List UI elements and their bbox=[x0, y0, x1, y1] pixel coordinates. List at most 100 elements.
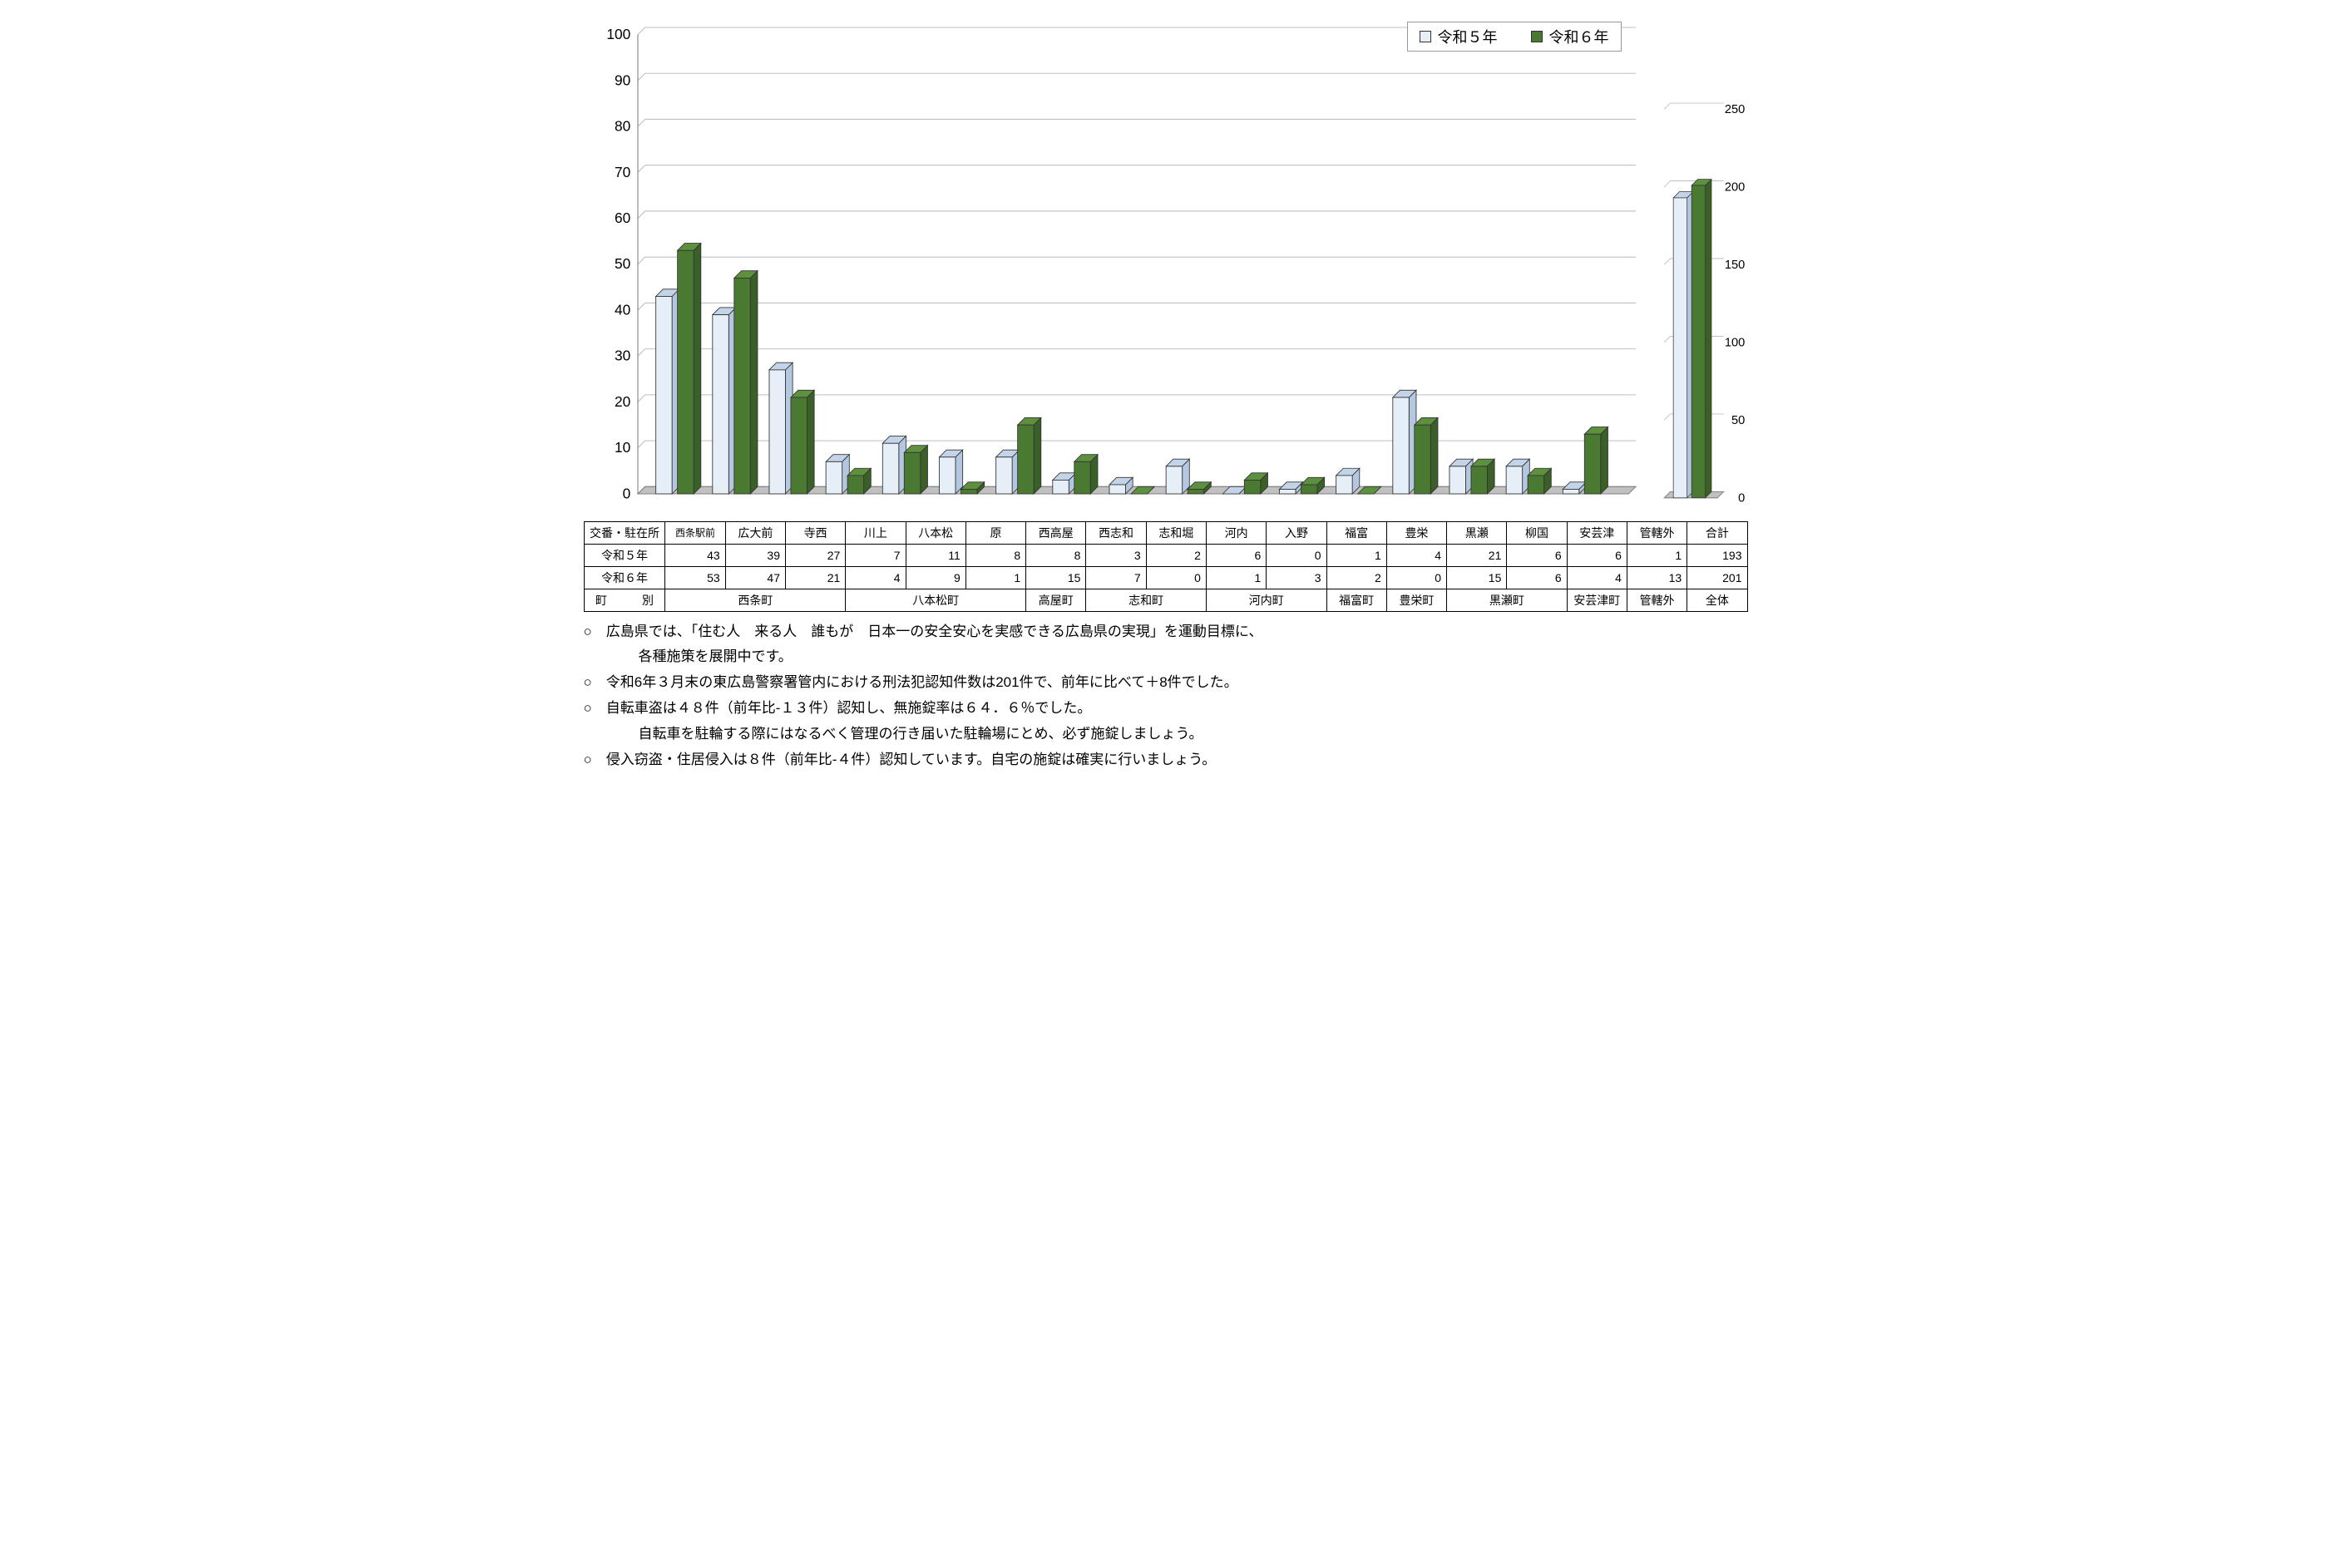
svg-text:250: 250 bbox=[1724, 103, 1744, 116]
table-town-cell: 全体 bbox=[1687, 589, 1747, 611]
table-cell: 6 bbox=[1206, 544, 1266, 566]
table-header-label: 交番・駐在所 bbox=[584, 521, 665, 544]
legend: 令和５年 令和６年 bbox=[1407, 22, 1622, 52]
note-line: 自転車を駐輪する際にはなるべく管理の行き届いた駐輪場にとめ、必ず施錠しましょう。 bbox=[610, 722, 1748, 747]
table-cell: 1 bbox=[1326, 544, 1386, 566]
table-cell: 6 bbox=[1507, 544, 1567, 566]
table-cell: 0 bbox=[1146, 566, 1206, 589]
note-line: ○ 自転車盗は４８件（前年比-１３件）認知し、無施錠率は６４．６％でした。 bbox=[594, 697, 1748, 721]
bar-chart-total: 050100150200250 bbox=[1657, 94, 1748, 520]
svg-text:80: 80 bbox=[615, 118, 630, 135]
table-cell: 39 bbox=[725, 544, 785, 566]
table-cell: 47 bbox=[725, 566, 785, 589]
legend-item-r5: 令和５年 bbox=[1420, 26, 1498, 47]
notes: ○ 広島県では、「住む人 来る人 誰もが 日本一の安全安心を実感できる広島県の実… bbox=[584, 620, 1748, 772]
table-cell: 201 bbox=[1687, 566, 1747, 589]
legend-swatch-r6 bbox=[1531, 31, 1543, 42]
note-line: ○ 広島県では、「住む人 来る人 誰もが 日本一の安全安心を実感できる広島県の実… bbox=[594, 620, 1748, 644]
svg-text:150: 150 bbox=[1724, 259, 1744, 272]
table-col-header: 合計 bbox=[1687, 521, 1747, 544]
table-cell: 15 bbox=[1026, 566, 1086, 589]
note-line: ○ 侵入窃盗・住居侵入は８件（前年比-４件）認知しています。自宅の施錠は確実に行… bbox=[594, 748, 1748, 772]
table-cell: 6 bbox=[1507, 566, 1567, 589]
table-col-header: 安芸津 bbox=[1567, 521, 1627, 544]
svg-text:90: 90 bbox=[615, 71, 630, 88]
table-cell: 21 bbox=[1447, 544, 1507, 566]
legend-label: 令和５年 bbox=[1438, 26, 1498, 47]
table-cell: 21 bbox=[785, 566, 845, 589]
note-line: 各種施策を展開中です。 bbox=[610, 645, 1748, 669]
table-col-header: 寺西 bbox=[785, 521, 845, 544]
table-cell: 2 bbox=[1146, 544, 1206, 566]
table-cell: 4 bbox=[1567, 566, 1627, 589]
table-cell: 4 bbox=[1386, 544, 1446, 566]
table-town-cell: 豊栄町 bbox=[1386, 589, 1446, 611]
table-town-cell: 管轄外 bbox=[1627, 589, 1687, 611]
table-town-label: 町 別 bbox=[584, 589, 665, 611]
table-col-header: 八本松 bbox=[906, 521, 965, 544]
svg-text:0: 0 bbox=[1738, 492, 1745, 505]
table-cell: 8 bbox=[965, 544, 1025, 566]
table-col-header: 西条駅前 bbox=[665, 521, 725, 544]
table-town-cell: 河内町 bbox=[1206, 589, 1326, 611]
svg-text:10: 10 bbox=[615, 439, 630, 456]
table-cell: 0 bbox=[1267, 544, 1326, 566]
table-cell: 3 bbox=[1086, 544, 1146, 566]
table-col-header: 河内 bbox=[1206, 521, 1266, 544]
table-town-cell: 西条町 bbox=[665, 589, 846, 611]
table-town-cell: 安芸津町 bbox=[1567, 589, 1627, 611]
svg-text:60: 60 bbox=[615, 210, 630, 226]
table-col-header: 広大前 bbox=[725, 521, 785, 544]
table-cell: 193 bbox=[1687, 544, 1747, 566]
table-town-cell: 高屋町 bbox=[1026, 589, 1086, 611]
table-town-cell: 志和町 bbox=[1086, 589, 1207, 611]
table-cell: 53 bbox=[665, 566, 725, 589]
table-cell: 13 bbox=[1627, 566, 1687, 589]
table-cell: 8 bbox=[1026, 544, 1086, 566]
note-line: ○ 令和6年３月末の東広島警察署管内における刑法犯認知件数は201件で、前年に比… bbox=[594, 671, 1748, 695]
table-town-cell: 福富町 bbox=[1326, 589, 1386, 611]
chart-main: 0102030405060708090100 令和５年 令和６年 bbox=[584, 17, 1647, 521]
table-col-header: 黒瀬 bbox=[1447, 521, 1507, 544]
table-row-label: 令和５年 bbox=[584, 544, 665, 566]
data-table: 交番・駐在所西条駅前広大前寺西川上八本松原西高屋西志和志和堀河内入野福富豊栄黒瀬… bbox=[584, 521, 1748, 612]
table-col-header: 西志和 bbox=[1086, 521, 1146, 544]
table-cell: 43 bbox=[665, 544, 725, 566]
table-col-header: 原 bbox=[965, 521, 1025, 544]
table-cell: 0 bbox=[1386, 566, 1446, 589]
svg-text:20: 20 bbox=[615, 393, 630, 410]
legend-item-r6: 令和６年 bbox=[1531, 26, 1609, 47]
table-cell: 6 bbox=[1567, 544, 1627, 566]
table-col-header: 川上 bbox=[846, 521, 906, 544]
table-col-header: 豊栄 bbox=[1386, 521, 1446, 544]
table-cell: 2 bbox=[1326, 566, 1386, 589]
table-cell: 1 bbox=[1627, 544, 1687, 566]
table-cell: 7 bbox=[846, 544, 906, 566]
bar-chart-main: 0102030405060708090100 bbox=[584, 17, 1647, 521]
table-cell: 3 bbox=[1267, 566, 1326, 589]
table-cell: 4 bbox=[846, 566, 906, 589]
page-root: 0102030405060708090100 令和５年 令和６年 0501001… bbox=[584, 17, 1748, 772]
table-cell: 27 bbox=[785, 544, 845, 566]
svg-text:50: 50 bbox=[615, 255, 630, 272]
table-town-cell: 八本松町 bbox=[846, 589, 1026, 611]
table-col-header: 福富 bbox=[1326, 521, 1386, 544]
svg-text:100: 100 bbox=[1724, 337, 1744, 350]
legend-swatch-r5 bbox=[1420, 31, 1431, 42]
chart-total: 050100150200250 bbox=[1657, 94, 1748, 520]
table-town-cell: 黒瀬町 bbox=[1447, 589, 1568, 611]
table-col-header: 志和堀 bbox=[1146, 521, 1206, 544]
svg-text:70: 70 bbox=[615, 164, 630, 180]
table-col-header: 入野 bbox=[1267, 521, 1326, 544]
table-cell: 15 bbox=[1447, 566, 1507, 589]
table-col-header: 管轄外 bbox=[1627, 521, 1687, 544]
svg-text:200: 200 bbox=[1724, 181, 1744, 195]
table-cell: 1 bbox=[965, 566, 1025, 589]
legend-label: 令和６年 bbox=[1549, 26, 1609, 47]
table-cell: 1 bbox=[1206, 566, 1266, 589]
svg-text:0: 0 bbox=[622, 485, 630, 501]
svg-text:30: 30 bbox=[615, 348, 630, 364]
svg-text:100: 100 bbox=[606, 26, 630, 42]
table-cell: 11 bbox=[906, 544, 965, 566]
table-col-header: 柳国 bbox=[1507, 521, 1567, 544]
